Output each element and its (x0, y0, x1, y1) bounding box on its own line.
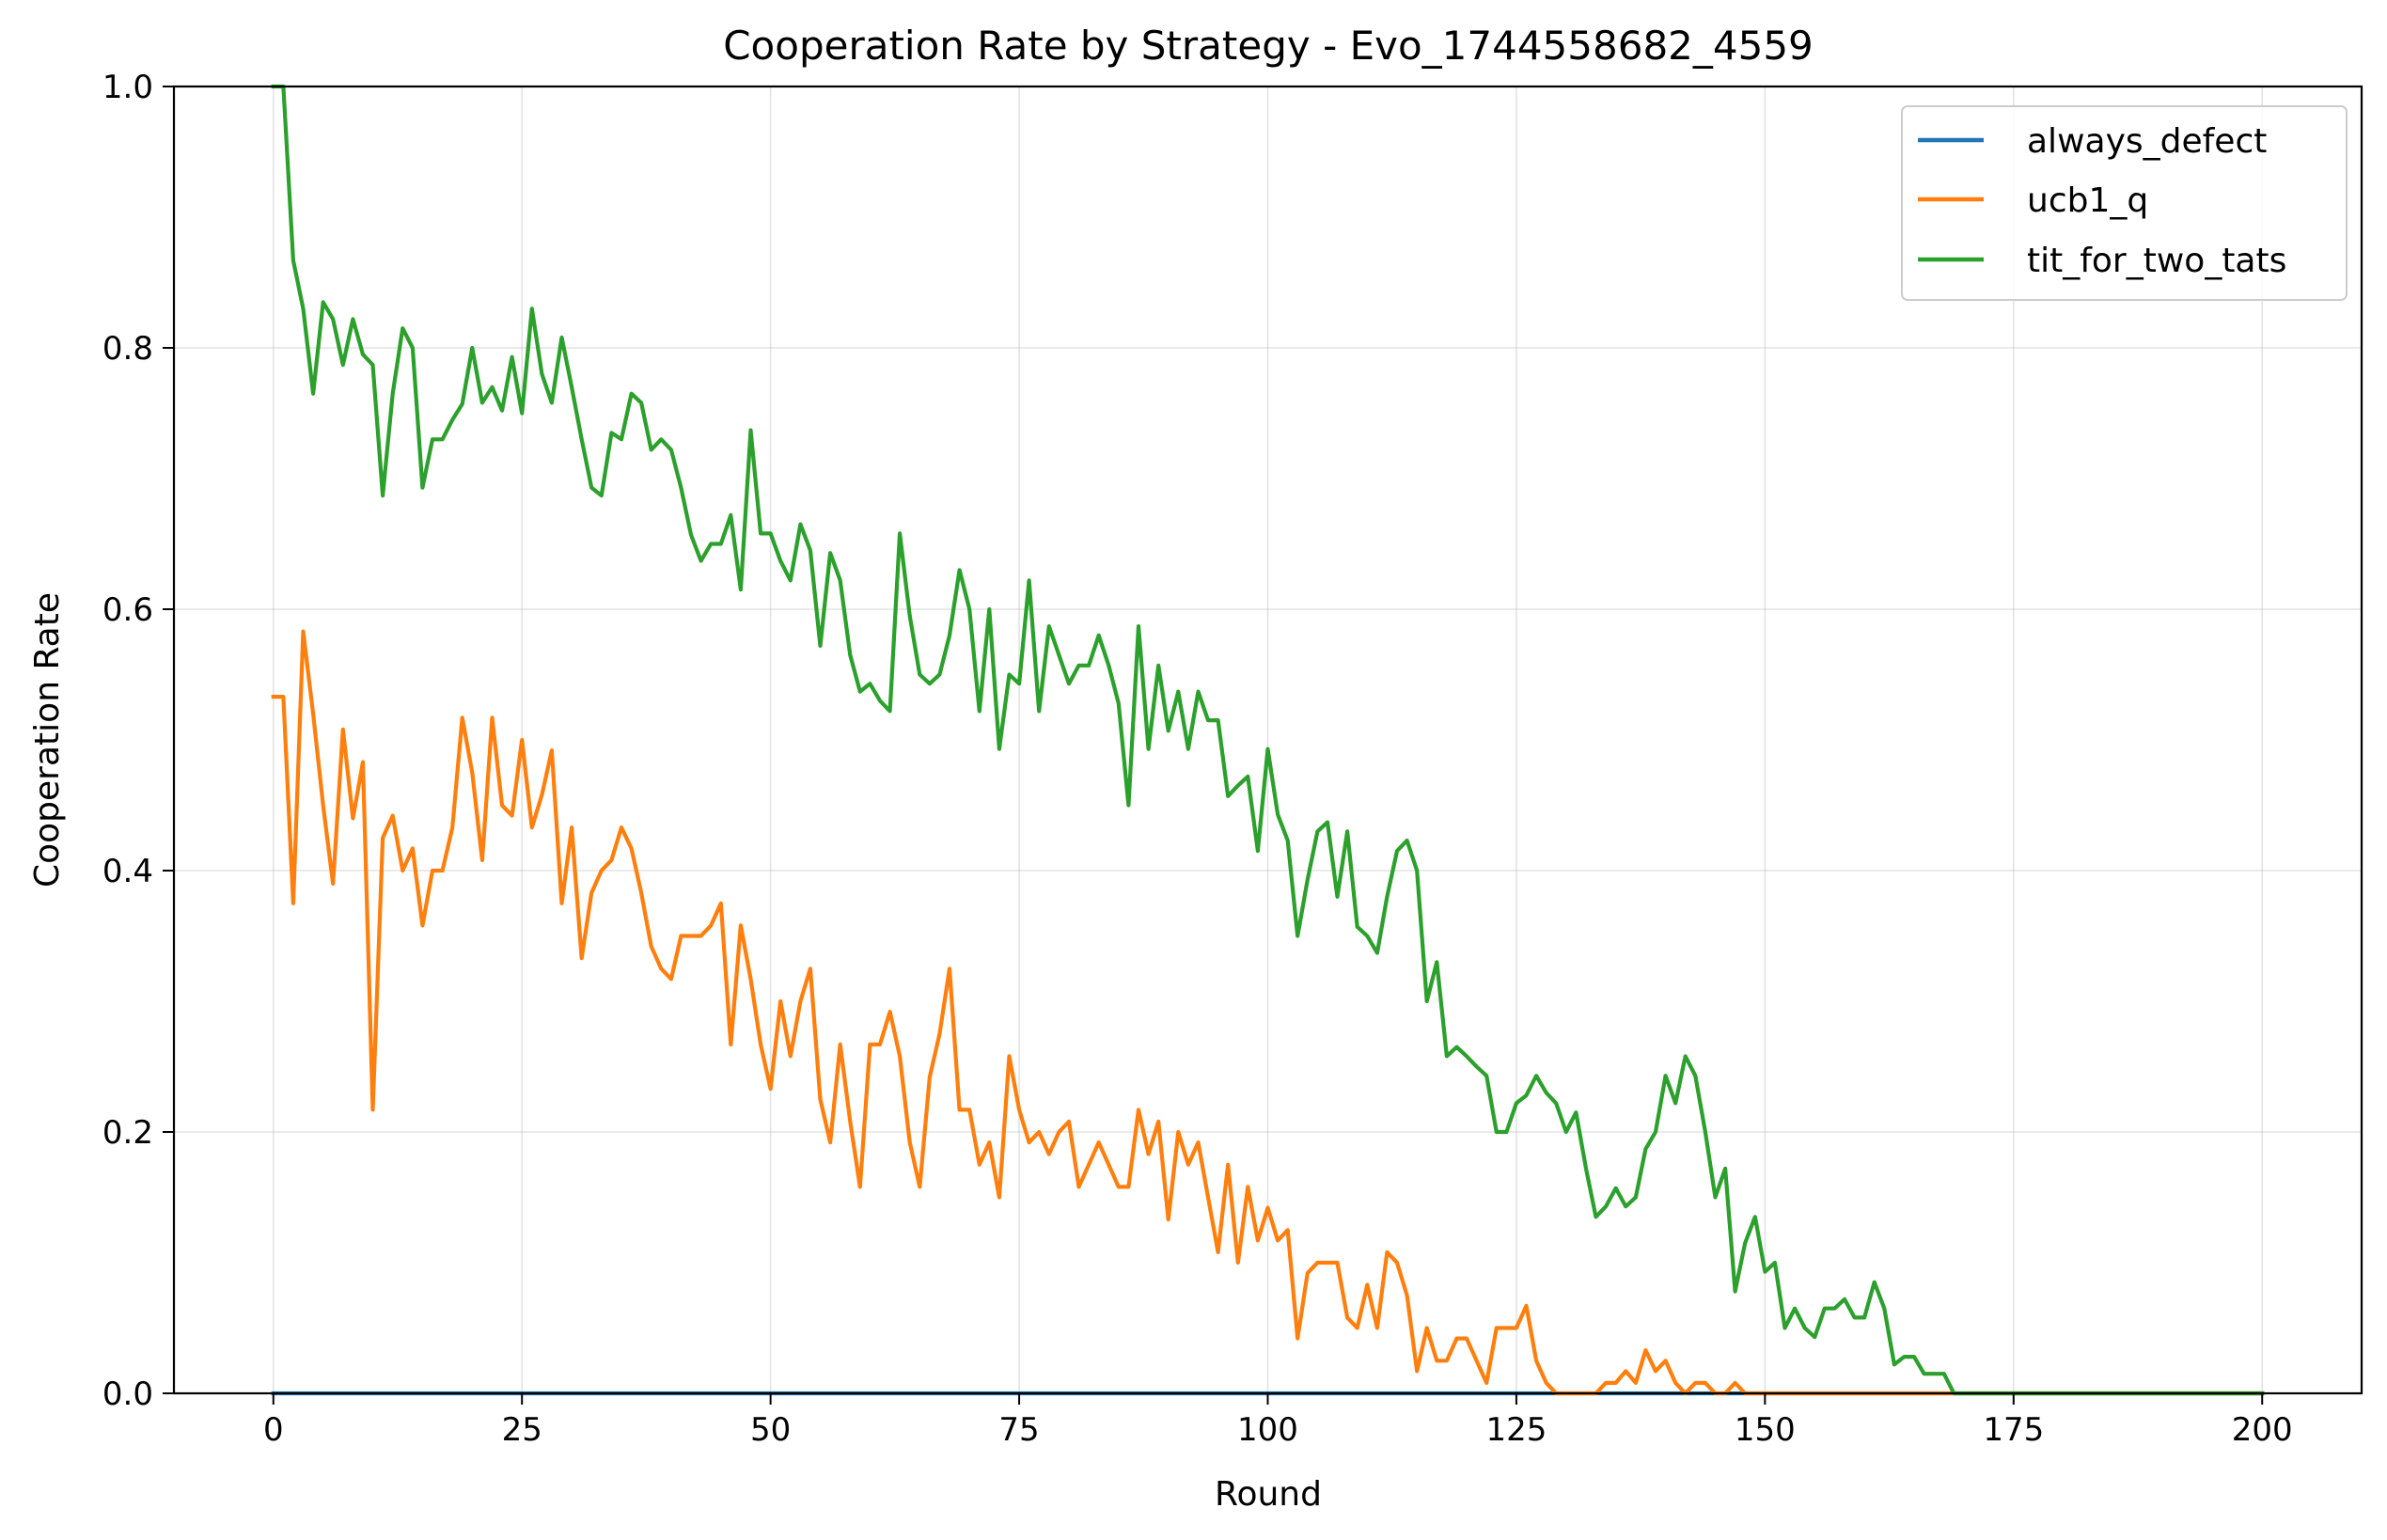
x-tick-label: 0 (263, 1411, 284, 1449)
legend-label-always-defect: always_defect (2027, 122, 2267, 161)
legend: always_defect ucb1_q tit_for_two_tats (1901, 105, 2348, 301)
series-line-tit-for-two-tats (271, 84, 2265, 1396)
y-tick-label: 0.2 (102, 1114, 153, 1152)
legend-label-ucb1-q: ucb1_q (2027, 181, 2148, 220)
x-tick-label: 200 (2232, 1411, 2293, 1449)
x-tick-label: 175 (1983, 1411, 2044, 1449)
y-axis-label: Cooperation Rate (28, 592, 67, 888)
legend-box (1901, 105, 2348, 301)
y-tick-label: 0.8 (102, 330, 153, 368)
legend-label-tit-for-two-tats: tit_for_two_tats (2027, 242, 2286, 280)
x-axis-ticks: 0 25 50 75 100 125 150 175 200 (263, 1393, 2293, 1449)
series-line-ucb1-q (271, 629, 2265, 1396)
x-tick-label: 75 (998, 1411, 1039, 1449)
y-axis-ticks: 0.0 0.2 0.4 0.6 0.8 1.0 (102, 69, 174, 1413)
y-tick-label: 0.0 (102, 1375, 153, 1413)
x-tick-label: 50 (750, 1411, 791, 1449)
chart-title: Cooperation Rate by Strategy - Evo_17445… (723, 23, 1814, 69)
x-tick-label: 100 (1237, 1411, 1298, 1449)
y-tick-label: 0.4 (102, 853, 153, 890)
y-tick-label: 0.6 (102, 591, 153, 629)
x-tick-label: 25 (502, 1411, 542, 1449)
x-axis-label: Round (1215, 1475, 1322, 1514)
x-tick-label: 125 (1485, 1411, 1547, 1449)
y-tick-label: 1.0 (102, 69, 153, 106)
x-tick-label: 150 (1735, 1411, 1796, 1449)
